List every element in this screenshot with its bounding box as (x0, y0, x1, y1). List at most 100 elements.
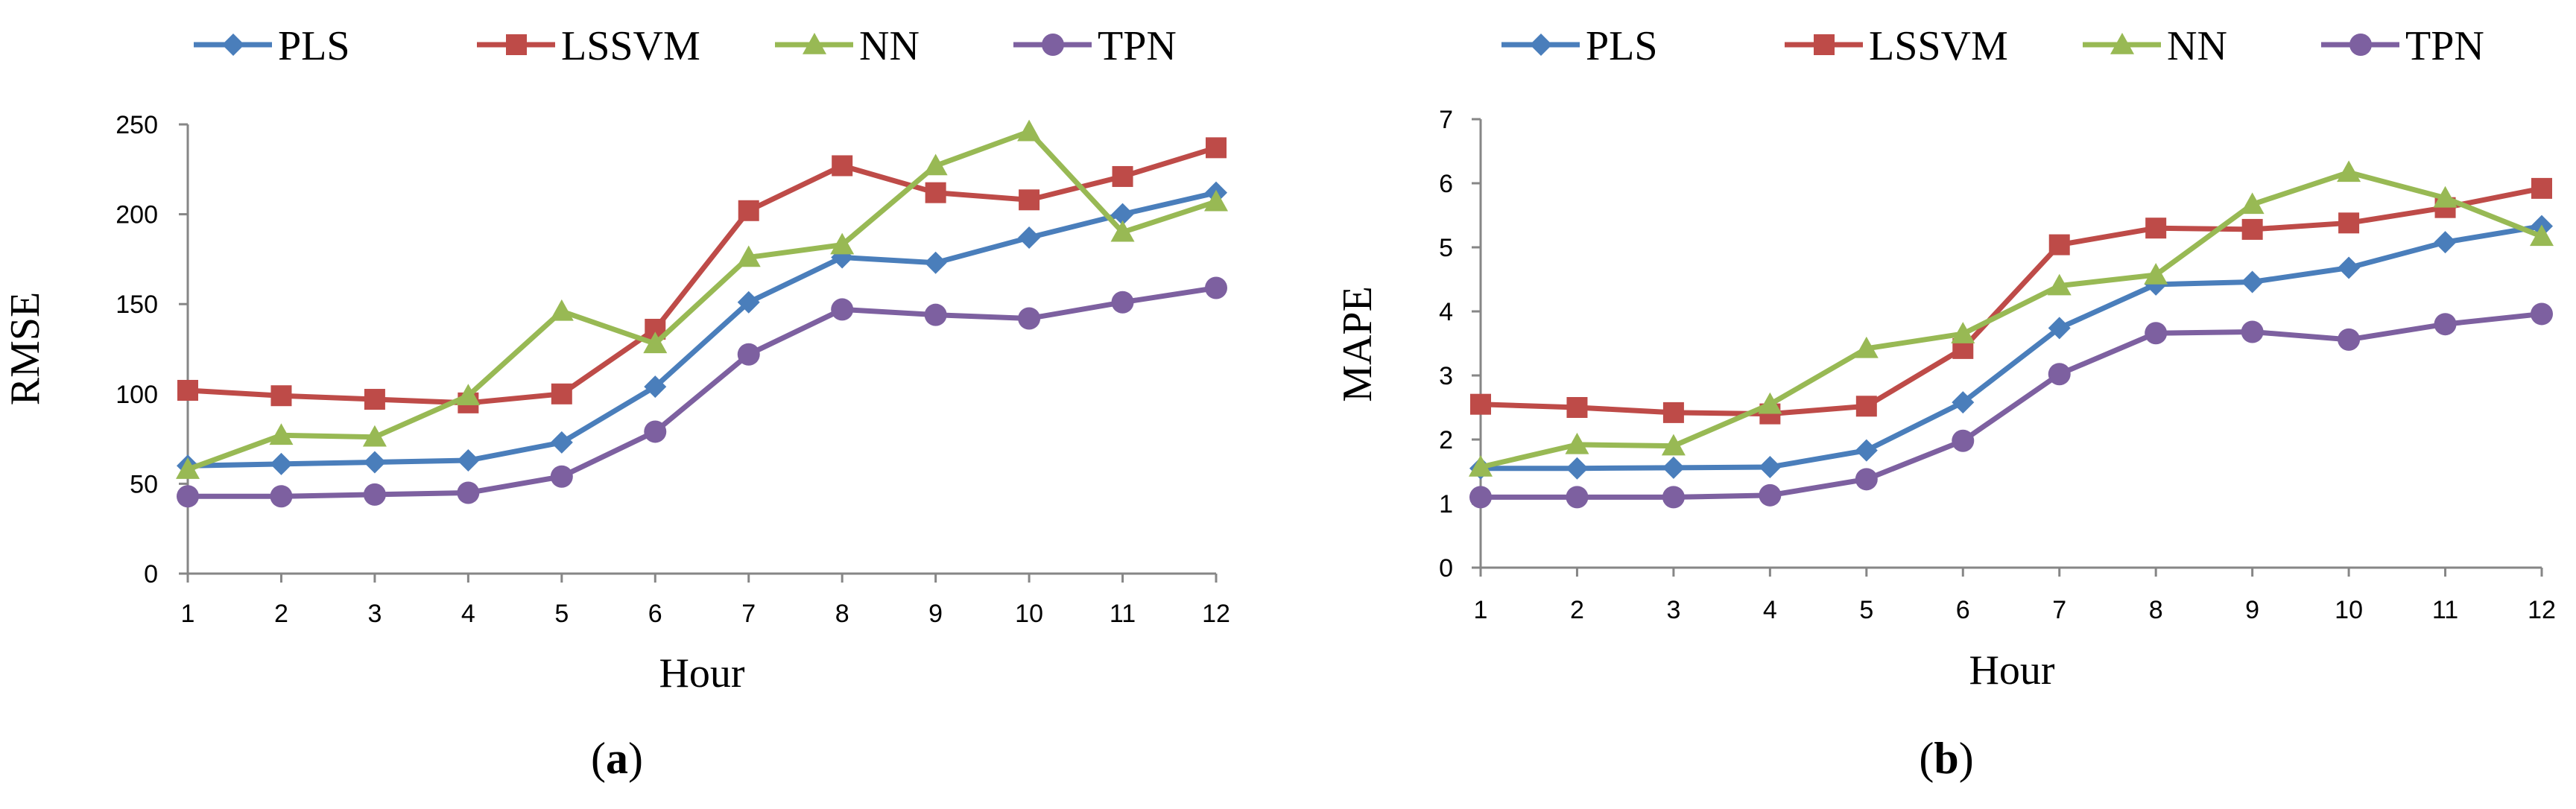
y-tick-label: 0 (144, 560, 158, 588)
data-point-nn (830, 232, 855, 255)
data-point-pls (924, 251, 947, 274)
y-tick-label: 150 (115, 291, 158, 319)
data-point-tpn (2531, 302, 2553, 326)
legend-label: PLS (1586, 23, 1658, 69)
data-point-tpn (737, 343, 760, 366)
y-tick-label: 2 (1439, 426, 1453, 454)
data-point-tpn (2241, 320, 2264, 343)
data-point-pls (1855, 439, 1878, 462)
legend-marker (222, 34, 244, 56)
legend-marker (2110, 33, 2134, 54)
data-point-nn (456, 384, 481, 406)
data-point-nn (1204, 189, 1228, 212)
y-tick-label: 7 (1439, 106, 1453, 134)
legend-item-tpn: TPN (1013, 23, 1177, 69)
data-point-tpn (1205, 276, 1227, 299)
data-point-pls (363, 451, 386, 474)
data-point-tpn (1111, 291, 1134, 314)
data-point-nn (923, 153, 948, 176)
x-axis-title: Hour (1969, 647, 2054, 694)
legend-marker (1530, 34, 1552, 56)
legend-marker (2349, 34, 2372, 56)
x-tick-label: 11 (2432, 596, 2458, 624)
data-point-nn (736, 245, 761, 267)
legend-marker (803, 33, 826, 54)
y-tick-label: 250 (115, 111, 158, 139)
legend-item-nn: NN (2083, 23, 2227, 69)
data-point-lssvm (1855, 396, 1877, 417)
data-point-nn (549, 299, 574, 321)
data-point-tpn (2434, 313, 2457, 336)
y-tick-label: 3 (1439, 362, 1453, 390)
data-point-nn (2433, 185, 2458, 208)
legend-item-nn: NN (775, 23, 920, 69)
y-tick-label: 0 (1439, 554, 1453, 583)
data-point-nn (1661, 434, 1686, 456)
data-point-pls (2048, 317, 2071, 340)
panel-label: (b) (1919, 734, 1973, 783)
data-point-tpn (1566, 486, 1589, 509)
data-point-lssvm (270, 385, 292, 407)
data-point-nn (1017, 119, 1042, 142)
data-point-lssvm (364, 389, 385, 410)
data-point-nn (1565, 432, 1589, 454)
series-line-tpn (1481, 311, 2542, 500)
legend-label: TPN (1098, 23, 1177, 69)
data-point-lssvm (1019, 189, 1040, 211)
data-point-tpn (1952, 429, 1975, 452)
series-line-nn (186, 129, 1218, 472)
data-point-tpn (177, 485, 199, 508)
data-point-nn (2337, 160, 2361, 183)
data-point-nn (2240, 192, 2265, 215)
legend-item-pls: PLS (194, 23, 350, 69)
x-tick-label: 7 (741, 600, 756, 628)
data-point-tpn (363, 483, 386, 506)
y-tick-label: 6 (1439, 170, 1453, 198)
x-axis-title: Hour (659, 650, 744, 697)
data-point-pls (457, 449, 480, 472)
x-tick-label: 10 (2335, 596, 2363, 624)
x-tick-label: 12 (1202, 600, 1230, 628)
legend-marker (1042, 34, 1064, 56)
legend-label: NN (859, 23, 920, 69)
series-line-nn (1480, 169, 2543, 470)
x-tick-label: 11 (1110, 600, 1136, 628)
data-point-pls (644, 375, 667, 399)
x-tick-label: 9 (928, 600, 943, 628)
legend-item-lssvm: LSSVM (1785, 23, 2008, 69)
y-tick-label: 5 (1439, 234, 1453, 262)
legend-label: LSSVM (561, 23, 700, 69)
data-point-pls (1111, 203, 1134, 226)
x-tick-label: 3 (367, 600, 382, 628)
data-point-pls (1952, 391, 1975, 414)
data-point-nn (2530, 224, 2554, 247)
data-point-tpn (644, 420, 667, 443)
data-point-tpn (1018, 307, 1041, 330)
series-line-tpn (188, 285, 1217, 499)
data-point-nn (1951, 322, 1975, 343)
y-tick-label: 100 (115, 381, 158, 409)
x-tick-label: 9 (2245, 596, 2259, 624)
series-line-pls (1481, 223, 2542, 472)
data-point-tpn (2048, 363, 2071, 386)
y-tick-label: 4 (1439, 298, 1453, 326)
panel-label: (a) (591, 734, 643, 783)
series-line-lssvm (187, 145, 1218, 406)
data-point-tpn (270, 485, 293, 508)
data-point-lssvm (2531, 177, 2552, 199)
data-point-tpn (457, 481, 480, 504)
legend-label: TPN (2405, 23, 2484, 69)
legend-item-lssvm: LSSVM (477, 23, 700, 69)
data-point-pls (1018, 226, 1041, 249)
y-axis-title: RMSE (2, 292, 48, 406)
data-point-tpn (1662, 486, 1685, 509)
data-point-pls (1566, 457, 1589, 480)
x-tick-label: 1 (1474, 596, 1488, 624)
series-line-lssvm (1480, 185, 2542, 417)
x-tick-label: 4 (1763, 596, 1777, 624)
data-point-lssvm (832, 155, 853, 177)
data-point-tpn (924, 303, 947, 326)
